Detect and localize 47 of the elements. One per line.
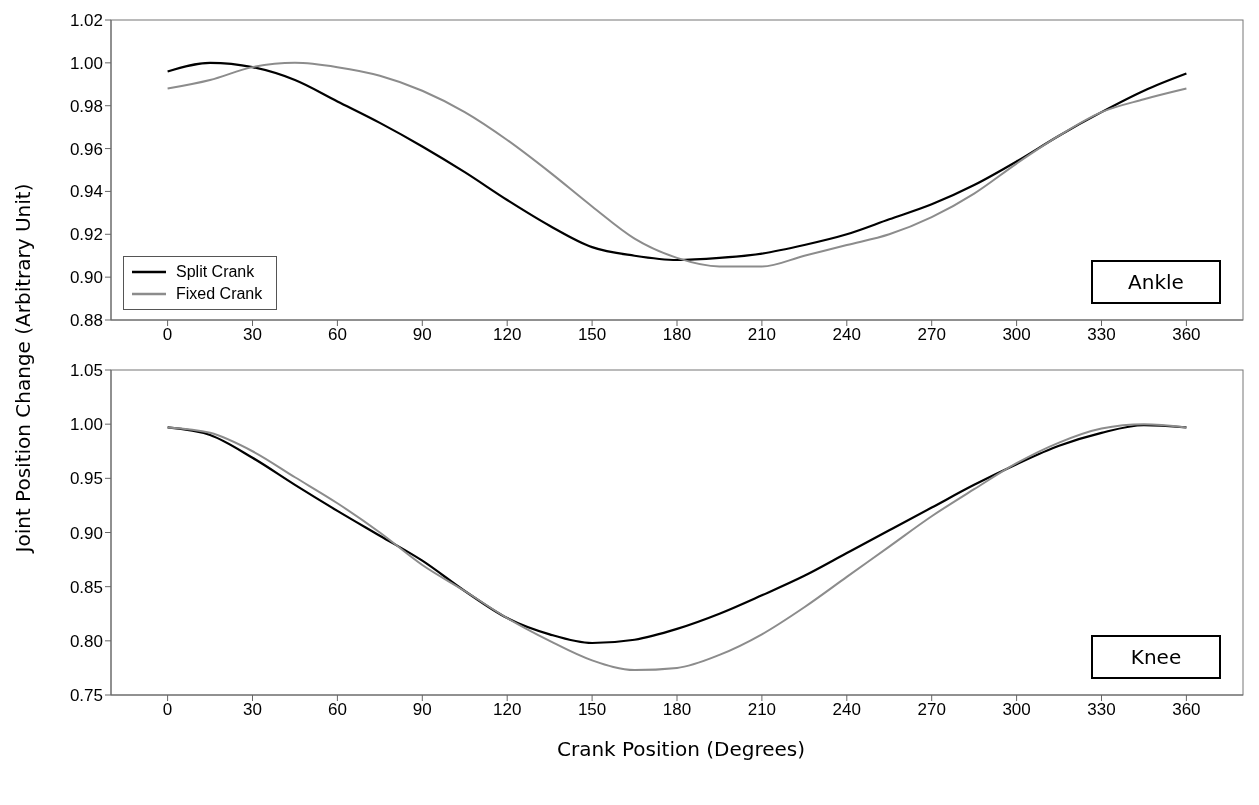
x-tick-label: 210 [747, 325, 777, 345]
x-tick-label: 60 [327, 700, 347, 720]
y-tick-label: 0.94 [69, 182, 103, 202]
x-tick-label: 150 [577, 700, 607, 720]
x-tick-label: 90 [412, 700, 432, 720]
y-tick-label: 0.92 [69, 225, 103, 245]
x-axis-title: Crank Position (Degrees) [555, 737, 807, 761]
x-tick-label: 210 [747, 700, 777, 720]
x-tick-label: 300 [1002, 700, 1031, 720]
y-tick-label: 0.90 [69, 523, 103, 543]
x-tick-label: 180 [662, 325, 692, 345]
y-tick-label: 1.05 [69, 361, 103, 381]
x-tick-label: 180 [662, 700, 692, 720]
y-axis-title: Joint Position Change (Arbitrary Unit) [11, 183, 35, 553]
legend-label: Split Crank [176, 262, 255, 282]
x-tick-label: 240 [832, 325, 861, 345]
x-tick-label: 300 [1002, 325, 1031, 345]
y-tick-label: 0.75 [69, 686, 103, 706]
y-tick-label: 0.85 [69, 577, 103, 597]
x-tick-label: 120 [493, 325, 522, 345]
x-tick-label: 30 [243, 700, 262, 720]
x-tick-label: 60 [327, 325, 347, 345]
y-tick-label: 1.00 [69, 415, 103, 435]
x-tick-label: 240 [832, 700, 861, 720]
x-tick-label: 270 [917, 700, 946, 720]
x-tick-label: 150 [577, 325, 607, 345]
y-tick-label: 0.88 [69, 311, 103, 331]
x-tick-label: 360 [1172, 325, 1201, 345]
x-tick-label: 270 [917, 325, 946, 345]
x-tick-label: 30 [243, 325, 262, 345]
x-tick-label: 0 [162, 700, 173, 720]
y-tick-label: 1.00 [69, 53, 103, 73]
x-tick-label: 0 [162, 325, 173, 345]
legend-label: Fixed Crank [176, 284, 263, 304]
x-tick-label: 90 [412, 325, 432, 345]
x-tick-label: 330 [1087, 325, 1116, 345]
y-tick-label: 0.90 [69, 268, 103, 288]
y-tick-label: 1.02 [69, 11, 103, 31]
y-tick-label: 0.95 [69, 469, 103, 489]
y-tick-label: 0.80 [69, 631, 103, 651]
x-tick-label: 360 [1172, 700, 1201, 720]
label-box: Ankle [1091, 260, 1221, 304]
label-box: Knee [1091, 635, 1221, 679]
x-tick-label: 120 [493, 700, 522, 720]
y-tick-label: 0.98 [69, 96, 103, 116]
y-tick-label: 0.96 [69, 139, 103, 159]
x-tick-label: 330 [1087, 700, 1116, 720]
